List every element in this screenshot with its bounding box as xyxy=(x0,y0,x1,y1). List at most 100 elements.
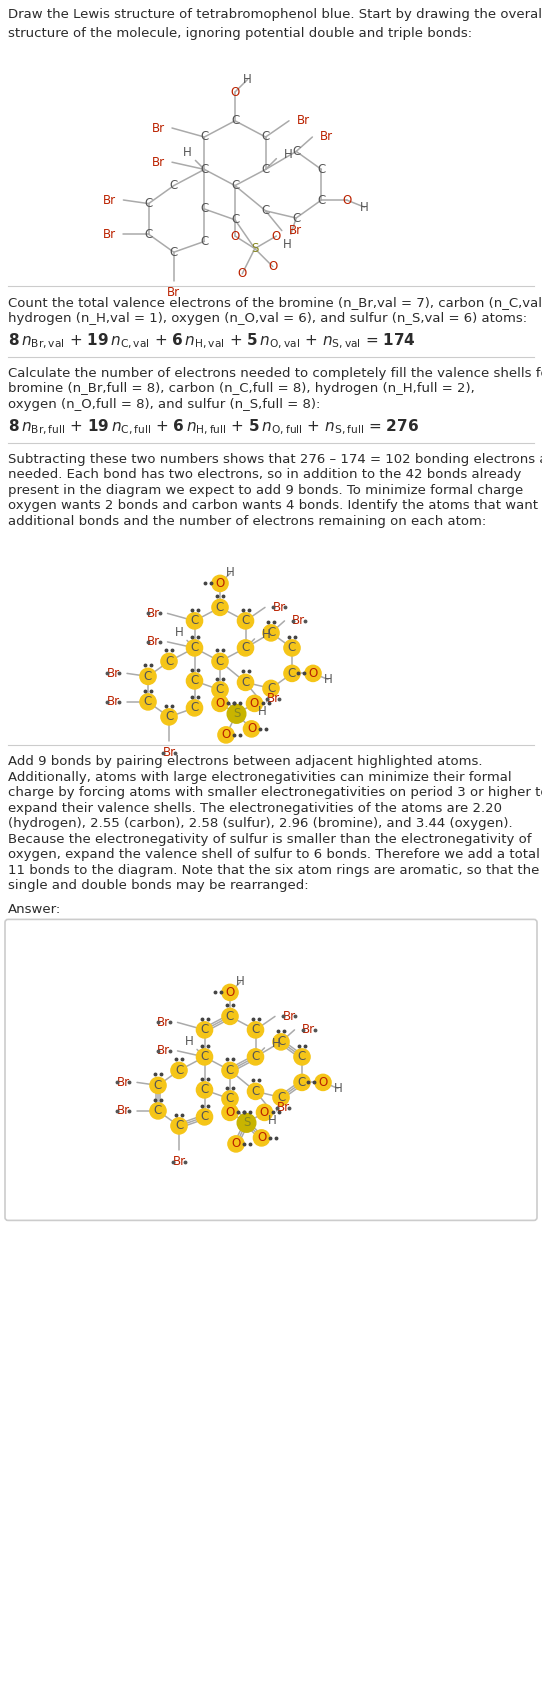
Text: Draw the Lewis structure of tetrabromophenol blue. Start by drawing the overall
: Draw the Lewis structure of tetrabromoph… xyxy=(8,8,542,39)
Text: C: C xyxy=(292,212,300,224)
Text: C: C xyxy=(201,202,209,216)
Text: C: C xyxy=(317,194,326,207)
Circle shape xyxy=(140,669,156,684)
Text: C: C xyxy=(170,179,178,192)
Text: $\mathbf{8}\,\mathit{n}_{\mathregular{Br,full}}$ + $\mathbf{19}\,\mathit{n}_{\ma: $\mathbf{8}\,\mathit{n}_{\mathregular{Br… xyxy=(8,418,419,436)
Circle shape xyxy=(186,701,203,716)
Circle shape xyxy=(212,600,228,615)
Circle shape xyxy=(186,674,203,689)
Text: Count the total valence electrons of the bromine (n_Br,val = 7), carbon (n_C,val: Count the total valence electrons of the… xyxy=(8,296,542,310)
Text: C: C xyxy=(190,642,198,655)
Text: O: O xyxy=(237,268,247,280)
Text: present in the diagram we expect to add 9 bonds. To minimize formal charge: present in the diagram we expect to add … xyxy=(8,483,523,497)
Text: C: C xyxy=(288,667,296,680)
Text: C: C xyxy=(261,204,270,217)
Text: additional bonds and the number of electrons remaining on each atom:: additional bonds and the number of elect… xyxy=(8,515,486,527)
Text: oxygen, expand the valence shell of sulfur to 6 bonds. Therefore we add a total : oxygen, expand the valence shell of sulf… xyxy=(8,849,542,862)
Circle shape xyxy=(284,640,300,657)
Text: O: O xyxy=(250,697,259,711)
Text: C: C xyxy=(226,1064,234,1076)
Text: C: C xyxy=(175,1064,183,1076)
Text: Br: Br xyxy=(320,130,333,143)
Text: C: C xyxy=(201,234,209,248)
Text: S: S xyxy=(243,1116,250,1130)
Text: needed. Each bond has two electrons, so in addition to the 42 bonds already: needed. Each bond has two electrons, so … xyxy=(8,468,521,482)
Circle shape xyxy=(305,665,321,682)
Text: H: H xyxy=(236,975,245,989)
Text: C: C xyxy=(277,1091,285,1105)
Text: O: O xyxy=(247,722,256,736)
Circle shape xyxy=(273,1034,289,1051)
Text: Br: Br xyxy=(103,227,116,241)
Text: Br: Br xyxy=(296,115,309,128)
Circle shape xyxy=(171,1063,187,1078)
Text: H: H xyxy=(243,72,252,86)
Text: C: C xyxy=(170,246,178,259)
Circle shape xyxy=(273,1090,289,1105)
Text: O: O xyxy=(260,1106,269,1118)
Text: Br: Br xyxy=(267,692,280,706)
Text: S: S xyxy=(233,707,240,721)
Text: O: O xyxy=(215,578,224,589)
Text: oxygen (n_O,full = 8), and sulfur (n_S,full = 8):: oxygen (n_O,full = 8), and sulfur (n_S,f… xyxy=(8,397,320,411)
Text: C: C xyxy=(201,1083,209,1096)
Text: Br: Br xyxy=(103,194,116,207)
Text: C: C xyxy=(298,1076,306,1090)
Text: C: C xyxy=(277,1036,285,1049)
Text: C: C xyxy=(145,227,153,241)
Text: O: O xyxy=(308,667,318,680)
Text: 11 bonds to the diagram. Note that the six atom rings are aromatic, so that the: 11 bonds to the diagram. Note that the s… xyxy=(8,864,539,877)
Text: C: C xyxy=(288,642,296,655)
Circle shape xyxy=(186,640,203,657)
Circle shape xyxy=(222,1105,238,1120)
Text: H: H xyxy=(262,628,271,642)
Text: H: H xyxy=(272,1037,281,1051)
Text: C: C xyxy=(145,197,153,210)
Circle shape xyxy=(315,1074,331,1091)
Text: Br: Br xyxy=(163,746,176,759)
Text: C: C xyxy=(226,1093,234,1105)
Text: C: C xyxy=(231,115,239,128)
Text: C: C xyxy=(267,682,275,695)
Text: C: C xyxy=(154,1105,162,1118)
Text: Br: Br xyxy=(106,667,120,680)
Circle shape xyxy=(196,1049,212,1064)
Text: Br: Br xyxy=(117,1076,130,1090)
Circle shape xyxy=(196,1108,212,1125)
Circle shape xyxy=(294,1074,310,1091)
Text: O: O xyxy=(318,1076,327,1090)
Text: Calculate the number of electrons needed to completely fill the valence shells f: Calculate the number of electrons needed… xyxy=(8,367,542,381)
Text: Br: Br xyxy=(106,695,120,709)
Circle shape xyxy=(247,1049,263,1064)
Circle shape xyxy=(222,1063,238,1078)
Circle shape xyxy=(237,640,254,657)
Text: C: C xyxy=(144,695,152,709)
Text: H: H xyxy=(334,1081,343,1095)
Text: H: H xyxy=(226,566,235,579)
Text: O: O xyxy=(230,86,240,98)
Text: Br: Br xyxy=(147,635,160,648)
Text: C: C xyxy=(201,1051,209,1063)
Text: C: C xyxy=(251,1051,260,1063)
Text: C: C xyxy=(241,615,250,628)
Text: H: H xyxy=(282,237,291,251)
Circle shape xyxy=(212,695,228,712)
Text: Br: Br xyxy=(289,224,302,237)
Circle shape xyxy=(247,1022,263,1037)
Text: single and double bonds may be rearranged:: single and double bonds may be rearrange… xyxy=(8,879,308,893)
Circle shape xyxy=(196,1081,212,1098)
Text: O: O xyxy=(225,985,235,999)
Text: Br: Br xyxy=(172,1155,185,1169)
Circle shape xyxy=(186,613,203,630)
Text: C: C xyxy=(231,179,239,192)
Text: C: C xyxy=(190,615,198,628)
Text: C: C xyxy=(261,163,270,175)
Circle shape xyxy=(161,709,177,726)
Circle shape xyxy=(237,613,254,630)
Text: C: C xyxy=(241,642,250,655)
Text: C: C xyxy=(165,711,173,724)
Text: Br: Br xyxy=(302,1024,315,1036)
Text: C: C xyxy=(216,655,224,669)
Text: O: O xyxy=(230,229,240,242)
Circle shape xyxy=(284,665,300,682)
